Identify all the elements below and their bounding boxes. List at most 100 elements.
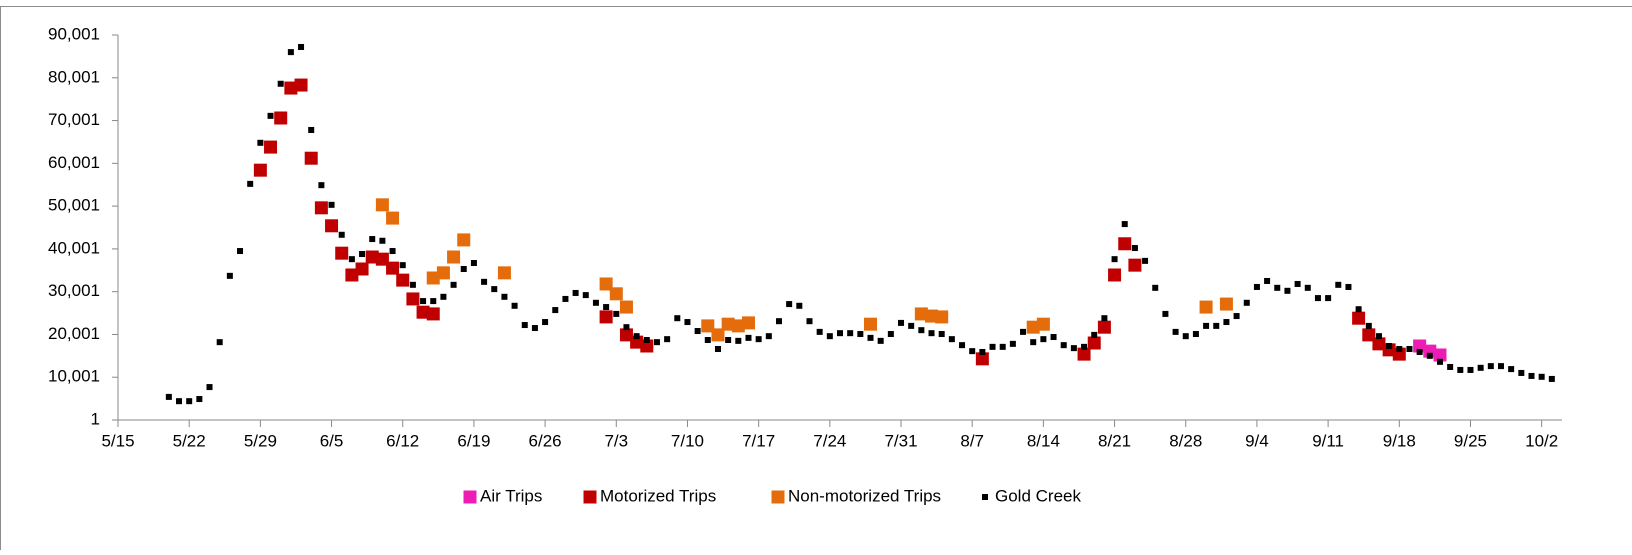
point [1000, 344, 1006, 350]
point [1539, 374, 1545, 380]
point [1264, 278, 1270, 284]
point [1071, 345, 1077, 351]
point [390, 248, 396, 254]
y-tick-label: 70,001 [48, 110, 100, 129]
point [420, 298, 426, 304]
point [766, 333, 772, 339]
point [1305, 285, 1311, 291]
point [1061, 342, 1067, 348]
point [1030, 339, 1036, 345]
point [735, 338, 741, 344]
point [437, 266, 450, 279]
point [603, 304, 609, 310]
x-tick-label: 9/25 [1454, 431, 1487, 450]
point [1406, 346, 1412, 352]
point [776, 318, 782, 324]
point [325, 219, 338, 232]
point [1098, 321, 1111, 334]
point [440, 294, 446, 300]
point [613, 311, 619, 317]
point [471, 260, 477, 266]
point [264, 141, 277, 154]
point [1467, 367, 1473, 373]
point [1203, 323, 1209, 329]
point [1142, 258, 1148, 264]
point [379, 238, 385, 244]
x-tick-label: 6/26 [529, 431, 562, 450]
point [512, 303, 518, 309]
point [837, 330, 843, 336]
point [305, 152, 318, 165]
point [1549, 376, 1555, 382]
point [237, 248, 243, 254]
x-tick-label: 9/18 [1383, 431, 1416, 450]
point [634, 333, 640, 339]
point [247, 181, 253, 187]
point [396, 274, 409, 287]
point [623, 324, 629, 330]
point [461, 266, 467, 272]
point [620, 301, 633, 314]
point [1457, 367, 1463, 373]
point [386, 212, 399, 225]
point [1386, 343, 1392, 349]
point [715, 346, 721, 352]
point [1244, 300, 1250, 306]
point [318, 182, 324, 188]
point [329, 202, 335, 208]
point [274, 111, 287, 124]
point [268, 113, 274, 119]
point [742, 316, 755, 329]
point [1488, 363, 1494, 369]
point [335, 247, 348, 260]
point [990, 344, 996, 350]
point [1366, 323, 1372, 329]
legend-label: Gold Creek [995, 486, 1081, 505]
point [600, 310, 613, 323]
point [498, 266, 511, 279]
point [451, 282, 457, 288]
x-tick-label: 7/31 [884, 431, 917, 450]
point [1162, 311, 1168, 317]
x-tick-label: 7/10 [671, 431, 704, 450]
x-tick-label: 9/4 [1245, 431, 1269, 450]
y-tick-label: 40,001 [48, 238, 100, 257]
point [1051, 334, 1057, 340]
point [1037, 318, 1050, 331]
point [1200, 301, 1213, 314]
x-tick-label: 5/15 [101, 431, 134, 450]
point [878, 338, 884, 344]
point [427, 307, 440, 320]
point [817, 329, 823, 335]
legend-marker [584, 491, 597, 504]
point [969, 348, 975, 354]
y-tick-label: 60,001 [48, 153, 100, 172]
point [725, 337, 731, 343]
point [929, 330, 935, 336]
point [664, 336, 670, 342]
point [406, 292, 419, 305]
x-tick-label: 7/17 [742, 431, 775, 450]
point [939, 331, 945, 337]
point [1234, 313, 1240, 319]
point [796, 303, 802, 309]
point [674, 315, 680, 321]
y-tick-label: 80,001 [48, 67, 100, 86]
point [644, 337, 650, 343]
point [359, 251, 365, 257]
point [522, 322, 528, 328]
point [705, 337, 711, 343]
point [1274, 285, 1280, 291]
point [1356, 306, 1362, 312]
point [959, 342, 965, 348]
point [1396, 346, 1402, 352]
x-tick-label: 6/19 [457, 431, 490, 450]
point [491, 286, 497, 292]
point [1498, 363, 1504, 369]
chart-border [1, 7, 1632, 551]
point [654, 339, 660, 345]
x-tick-label: 10/2 [1525, 431, 1558, 450]
y-tick-label: 90,001 [48, 24, 100, 43]
x-tick-label: 9/11 [1312, 431, 1344, 450]
